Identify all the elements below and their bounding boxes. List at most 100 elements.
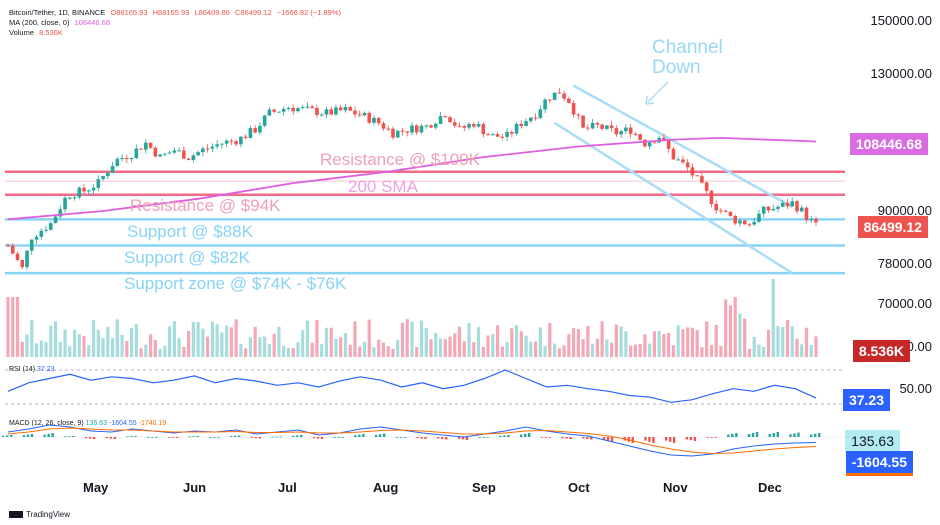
macd-hist-bar [768, 434, 771, 437]
volume-bar [719, 346, 723, 357]
volume-bar [600, 321, 604, 357]
volume-bar [724, 299, 728, 357]
macd-hist-bar [540, 437, 544, 438]
candle-down [329, 109, 333, 115]
rsi-title: RSI (14) 37.23 [9, 366, 55, 373]
volume-bar [134, 324, 138, 357]
volume-bar [410, 321, 414, 357]
candle-up [624, 127, 628, 132]
macd-signal-line [7, 427, 817, 455]
candle-down [376, 117, 381, 124]
macd-hist-bar [233, 435, 237, 437]
volume-bar [633, 344, 637, 357]
macd-hist-bar [312, 437, 316, 439]
macd-hist-bar [507, 435, 510, 437]
volume-bar [286, 348, 291, 357]
volume-bar [443, 339, 447, 357]
rsi-pane [7, 369, 817, 403]
candle-down [719, 210, 723, 212]
volume-bar [629, 345, 633, 357]
candle-down [10, 245, 15, 254]
volume-bar [619, 326, 623, 357]
volume-bar [220, 332, 224, 357]
volume-bar [334, 338, 338, 357]
volume-bar [277, 326, 281, 357]
candle-up [39, 230, 44, 237]
macd-hist-bar [151, 437, 154, 438]
candle-down [557, 92, 562, 94]
macd-title-v2: -1604.55 [109, 420, 137, 427]
candle-up [129, 158, 134, 160]
macd-hist-bar [175, 437, 179, 438]
macd-hist-bar [644, 437, 647, 441]
volume-bar [510, 328, 514, 357]
candle-up [362, 112, 367, 116]
rsi-tick: 50.00 [899, 381, 932, 396]
candle-up [29, 239, 34, 251]
volume-bar [258, 337, 262, 357]
candle-down [367, 112, 372, 123]
macd-hist-bar [196, 436, 199, 437]
macd-hist-bar [358, 434, 361, 437]
volume-bar [519, 331, 523, 357]
candle-up [752, 221, 757, 225]
month-label: May [83, 480, 109, 495]
candle-down [443, 116, 448, 118]
volume-bar [215, 324, 219, 357]
candle-down [519, 123, 524, 127]
volume-bar [91, 319, 96, 357]
candle-up [77, 187, 82, 198]
change-value: −1666.82 (−1.89%) [276, 8, 341, 17]
channel-annotation: Channel Down [652, 38, 723, 78]
volume-bar [263, 336, 267, 357]
ma-price-badge: 108446.68 [849, 133, 928, 155]
volume-bar [457, 326, 462, 357]
candle-up [305, 106, 310, 108]
macd-hist-bar [126, 436, 129, 438]
macd-hist-bar [43, 434, 46, 437]
macd-hist-bar [772, 433, 775, 437]
last-price-badge: 86499.12 [857, 216, 928, 238]
candle-up [343, 107, 348, 111]
volume-bar [809, 344, 813, 357]
candle-down [186, 158, 191, 161]
legend-symbol-line: Bitcoin/Tether, 1D, BINANCE O88165.93 H8… [9, 8, 341, 17]
macd-hist-bar [810, 434, 813, 437]
candle-up [167, 152, 172, 154]
macd-hist-bar [109, 437, 112, 439]
candle-down [633, 133, 638, 135]
volume-bar [424, 327, 428, 357]
candle-down [229, 140, 234, 142]
candle-down [652, 142, 657, 144]
candle-up [239, 136, 243, 145]
rsi-title-label: RSI (14) [9, 366, 36, 373]
candle-up [34, 236, 39, 240]
candle-down [234, 141, 238, 145]
macd-hist-bar [209, 437, 212, 438]
volume-bar [320, 344, 324, 357]
volume-bar [681, 329, 685, 357]
volume-bar [429, 339, 433, 357]
volume-bar [139, 348, 143, 357]
candle-down [338, 107, 343, 111]
support-zone-label: Support zone @ $74K - $76K [124, 274, 347, 293]
volume-bar [567, 334, 571, 357]
candle-down [510, 131, 514, 134]
candle-down [125, 158, 129, 160]
volume-bar [339, 337, 343, 357]
candle-up [53, 216, 58, 224]
support-82k-label: Support @ $82K [124, 248, 250, 267]
candle-down [15, 253, 20, 261]
candle-up [144, 142, 148, 150]
candle-down [804, 207, 809, 220]
macd-hist-bar [648, 437, 651, 442]
candle-down [586, 127, 590, 129]
month-label: Sep [472, 480, 496, 495]
volume-bar [106, 326, 110, 357]
candle-down [481, 124, 486, 135]
volume-bar [643, 334, 647, 357]
candle-down [400, 130, 405, 132]
channel-arrow [645, 81, 669, 105]
volume-bar [781, 327, 785, 357]
